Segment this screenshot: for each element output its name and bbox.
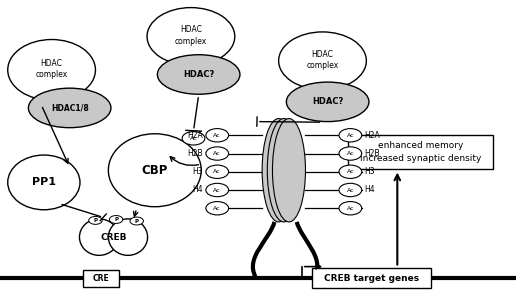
Ellipse shape bbox=[8, 155, 80, 210]
Ellipse shape bbox=[286, 82, 369, 122]
Text: P: P bbox=[114, 217, 118, 222]
Text: HDAC1/8: HDAC1/8 bbox=[51, 103, 89, 112]
Circle shape bbox=[206, 129, 229, 142]
Circle shape bbox=[206, 202, 229, 215]
Text: HDAC?: HDAC? bbox=[312, 97, 343, 106]
Text: Ac: Ac bbox=[347, 151, 354, 156]
Text: H4: H4 bbox=[364, 185, 375, 195]
Text: Ac: Ac bbox=[347, 206, 354, 211]
Text: H2A: H2A bbox=[364, 131, 380, 140]
Text: H2B: H2B bbox=[364, 149, 380, 158]
Circle shape bbox=[339, 129, 362, 142]
Circle shape bbox=[109, 216, 123, 223]
Text: CRE: CRE bbox=[92, 274, 109, 283]
Text: CBP: CBP bbox=[141, 164, 168, 177]
Text: complex: complex bbox=[307, 61, 338, 70]
Text: H3: H3 bbox=[192, 167, 203, 176]
Circle shape bbox=[206, 165, 229, 178]
Text: Ac: Ac bbox=[214, 188, 221, 192]
Circle shape bbox=[339, 183, 362, 197]
Text: HDAC: HDAC bbox=[312, 50, 333, 59]
Text: H2A: H2A bbox=[187, 131, 203, 140]
Text: Ac: Ac bbox=[347, 188, 354, 192]
Text: HDAC: HDAC bbox=[41, 59, 62, 68]
Text: CREB: CREB bbox=[100, 233, 127, 242]
Text: CREB target genes: CREB target genes bbox=[324, 274, 419, 283]
Text: P: P bbox=[93, 218, 98, 223]
Text: Ac: Ac bbox=[214, 206, 221, 211]
Circle shape bbox=[339, 147, 362, 160]
Text: Ac: Ac bbox=[214, 151, 221, 156]
Text: H3: H3 bbox=[364, 167, 375, 176]
Circle shape bbox=[182, 132, 205, 145]
FancyBboxPatch shape bbox=[312, 268, 431, 288]
Text: enhanced memory: enhanced memory bbox=[378, 141, 463, 150]
Text: PP1: PP1 bbox=[32, 178, 56, 187]
Text: P: P bbox=[135, 219, 139, 223]
Ellipse shape bbox=[279, 32, 366, 90]
Ellipse shape bbox=[108, 134, 201, 207]
Circle shape bbox=[89, 216, 102, 224]
Circle shape bbox=[206, 183, 229, 197]
Text: H2B: H2B bbox=[188, 149, 203, 158]
Text: Ac: Ac bbox=[214, 169, 221, 174]
Text: Ac: Ac bbox=[214, 133, 221, 138]
Text: increased synaptic density: increased synaptic density bbox=[360, 154, 481, 163]
Ellipse shape bbox=[262, 119, 295, 222]
Text: HDAC?: HDAC? bbox=[183, 70, 214, 79]
Text: Ac: Ac bbox=[347, 133, 354, 138]
Ellipse shape bbox=[79, 219, 119, 255]
Text: H4: H4 bbox=[192, 185, 203, 195]
Ellipse shape bbox=[147, 8, 235, 65]
Ellipse shape bbox=[8, 40, 95, 100]
Text: complex: complex bbox=[175, 36, 207, 46]
Circle shape bbox=[339, 165, 362, 178]
Ellipse shape bbox=[272, 119, 305, 222]
Circle shape bbox=[339, 202, 362, 215]
Text: Ac: Ac bbox=[347, 169, 354, 174]
Circle shape bbox=[206, 147, 229, 160]
FancyBboxPatch shape bbox=[348, 135, 493, 169]
Ellipse shape bbox=[28, 88, 111, 128]
Ellipse shape bbox=[157, 55, 240, 94]
Text: Ac: Ac bbox=[190, 136, 197, 141]
Ellipse shape bbox=[267, 119, 300, 222]
Text: HDAC: HDAC bbox=[180, 25, 202, 34]
Ellipse shape bbox=[108, 219, 148, 255]
FancyBboxPatch shape bbox=[83, 270, 119, 287]
Text: complex: complex bbox=[36, 70, 68, 79]
Circle shape bbox=[130, 217, 143, 225]
